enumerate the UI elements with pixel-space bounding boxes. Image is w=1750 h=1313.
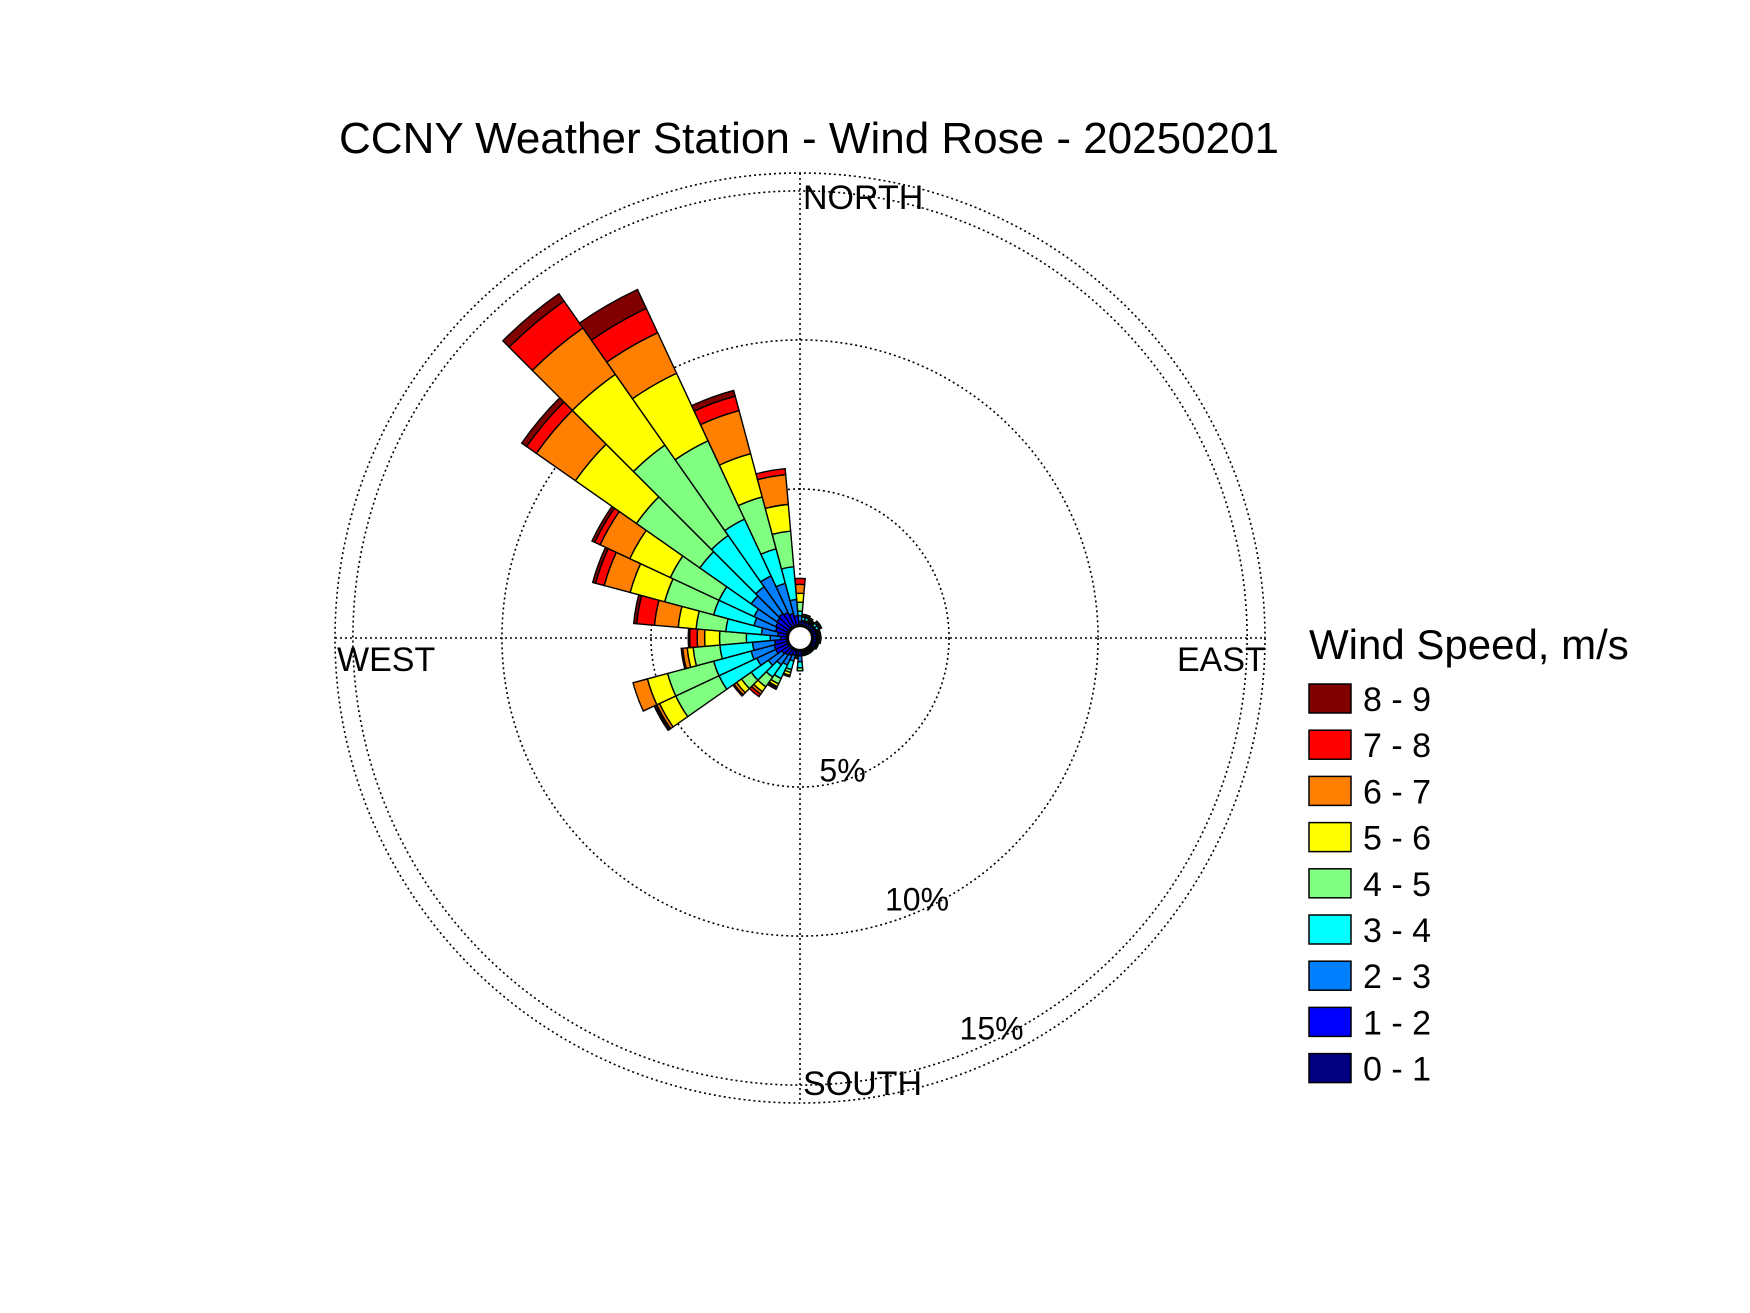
legend: 8 - 9 7 - 8 6 - 7 5 - 6 4 - 5 3 - 4 2 - 3 1 - 2… — [1308, 681, 1431, 1089]
legend-label: 5 - 6 — [1363, 820, 1431, 858]
calm-circle — [787, 625, 813, 651]
sector-270-bin-6 — [696, 628, 706, 648]
sector-180-bin-4 — [796, 666, 804, 672]
legend-label: 1 - 2 — [1363, 1004, 1431, 1042]
legend-label: 3 - 4 — [1363, 912, 1431, 950]
ring-labels: 5% 10% 15% — [819, 752, 1023, 1046]
sector-260-bin-7 — [680, 647, 688, 670]
legend-label: 4 - 5 — [1363, 866, 1431, 904]
sector-350-bin-7 — [755, 467, 787, 481]
grid-ring — [650, 488, 950, 788]
sector-340-bin-8 — [690, 389, 737, 412]
sector-270-bin-7 — [689, 627, 699, 649]
calm-center — [787, 625, 813, 651]
wind-sectors — [501, 288, 823, 732]
legend-swatch — [1308, 868, 1352, 899]
legend-swatch — [1308, 1006, 1352, 1038]
sector-330-bin-8 — [578, 288, 648, 342]
legend-swatch — [1308, 960, 1352, 991]
legend-title: Wind Speed, m/s — [1309, 621, 1629, 668]
legend-label: 7 - 8 — [1363, 727, 1431, 765]
ring-label-5: 5% — [819, 752, 865, 788]
legend-label: 8 - 9 — [1363, 681, 1431, 719]
legend-swatch — [1308, 775, 1352, 807]
sector-180-bin-3 — [796, 661, 804, 669]
east-label: EAST — [1177, 641, 1266, 679]
north-label: NORTH — [803, 179, 923, 217]
sector-0-bin-7 — [794, 577, 806, 586]
sector-250-bin-6 — [632, 678, 658, 712]
legend-label: 0 - 1 — [1363, 1051, 1431, 1089]
ring-label-15: 15% — [960, 1011, 1024, 1047]
legend-label: 6 - 7 — [1363, 773, 1431, 811]
sector-270-bin-8 — [687, 627, 691, 649]
legend-swatch — [1308, 1052, 1352, 1084]
sector-60-bin-5 — [817, 623, 823, 630]
sector-0-bin-6 — [794, 583, 806, 595]
legend-swatch — [1308, 683, 1352, 714]
south-label: SOUTH — [803, 1065, 922, 1103]
sector-320-bin-8 — [501, 292, 566, 349]
grid-ring — [352, 190, 1248, 1086]
sector-270-bin-5 — [703, 628, 721, 648]
chart-title: CCNY Weather Station - Wind Rose - 20250… — [339, 114, 1279, 163]
west-label: WEST — [337, 641, 435, 679]
legend-swatch — [1308, 914, 1352, 945]
legend-swatch — [1308, 821, 1352, 853]
ring-label-10: 10% — [885, 882, 949, 918]
legend-label: 2 - 3 — [1363, 958, 1431, 996]
legend-swatch — [1308, 729, 1352, 760]
